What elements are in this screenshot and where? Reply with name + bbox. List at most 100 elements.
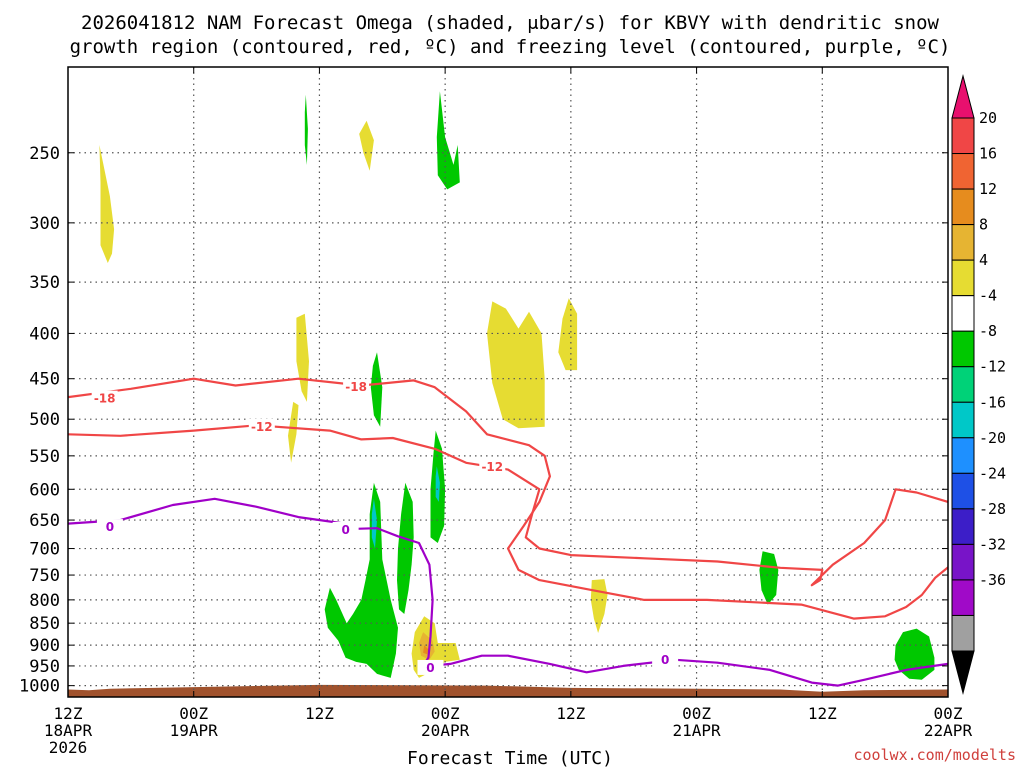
- colorbar-bottom-arrow: [951, 650, 975, 695]
- colorbar-box-2: [951, 188, 975, 226]
- y-tick-label-12: 850: [29, 614, 60, 634]
- colorbar: 20 16 12 8 4 -4 -8 -12 -16 -20 -24 -28 -32 -36: [951, 74, 1006, 695]
- colorbar-label-7: -12: [979, 358, 1006, 376]
- x-tick-label-4-0: 12Z: [556, 704, 585, 723]
- credit-text: coolwx.com/modelts: [853, 746, 1016, 764]
- colorbar-box-13: [951, 579, 975, 616]
- colorbar-label-9: -20: [979, 429, 1006, 447]
- contour-label-2-3: 0: [661, 653, 669, 667]
- contour-label-2-2: 0: [426, 661, 434, 675]
- colorbar-label-3: 8: [979, 216, 988, 234]
- contour-label-2-0: 0: [106, 520, 114, 534]
- omega-region-19: [423, 645, 429, 655]
- y-tick-label-4: 450: [29, 370, 60, 390]
- y-tick-label-2: 350: [29, 273, 60, 293]
- colorbar-label-2: 12: [979, 180, 997, 198]
- contour-line-1: [68, 424, 948, 587]
- colorbar-box-5: [951, 295, 975, 332]
- colorbar-top-arrow: [951, 74, 975, 119]
- omega-region-0: [99, 145, 115, 263]
- contour-label-1-0: -12: [251, 420, 273, 434]
- omega-region-2: [359, 120, 374, 171]
- colorbar-label-8: -16: [979, 393, 1006, 411]
- x-tick-label-5-1: 21APR: [672, 721, 721, 740]
- y-tick-label-11: 800: [29, 591, 60, 611]
- colorbar-box-6: [951, 330, 975, 368]
- x-tick-label-1-1: 19APR: [170, 721, 219, 740]
- omega-region-13: [397, 482, 414, 614]
- y-tick-label-6: 550: [29, 447, 60, 467]
- plot-inner: -18 -18 -12 -12 0 0 0 0: [68, 67, 948, 697]
- y-tick-label-8: 650: [29, 511, 60, 531]
- x-tick-label-0-1: 18APR: [44, 721, 93, 740]
- chart-title-line-2: growth region (contoured, red, ºC) and f…: [70, 36, 951, 58]
- colorbar-box-1: [951, 153, 975, 190]
- colorbar-box-4: [951, 259, 975, 297]
- colorbar-box-11: [951, 508, 975, 545]
- y-tick-label-7: 600: [29, 480, 60, 500]
- colorbar-box-3: [951, 224, 975, 261]
- omega-region-12: [371, 498, 377, 549]
- y-tick-label-1: 300: [29, 214, 60, 234]
- y-tick-label-3: 400: [29, 324, 60, 344]
- contour-label-bg-0-1: [343, 379, 370, 395]
- colorbar-label-10: -24: [979, 464, 1006, 482]
- contour-label-2-1: 0: [341, 523, 349, 537]
- colorbar-label-5: -4: [979, 287, 997, 305]
- y-tick-label-10: 750: [29, 566, 60, 586]
- colorbar-box-14: [951, 614, 975, 652]
- colorbar-box-0: [951, 117, 975, 155]
- chart-title-line-1: 2026041812 NAM Forecast Omega (shaded, μ…: [81, 12, 939, 34]
- contour-label-bg-2-3: [652, 651, 679, 667]
- x-tick-label-2-0: 12Z: [305, 704, 334, 723]
- x-tick-label-7-1: 22APR: [924, 721, 973, 740]
- y-tick-label-15: 1000: [19, 677, 60, 697]
- contour-label-bg-0-0: [91, 390, 118, 406]
- omega-region-10: [435, 466, 440, 502]
- contour-label-bg-2-1: [332, 521, 359, 537]
- colorbar-box-7: [951, 366, 975, 403]
- colorbar-label-1: 16: [979, 145, 997, 163]
- omega-region-14: [759, 551, 779, 605]
- plot-area: -18 -18 -12 -12 0 0 0 0 250 300 350 400 450 500 550 600…: [19, 66, 973, 757]
- colorbar-label-6: -8: [979, 322, 997, 340]
- x-tick-label-0-2: 2026: [49, 738, 88, 757]
- omega-region-1: [304, 94, 308, 165]
- omega-region-11: [324, 482, 398, 678]
- x-axis-label: Forecast Time (UTC): [407, 748, 613, 768]
- omega-region-5: [288, 401, 299, 463]
- colorbar-box-8: [951, 401, 975, 439]
- colorbar-label-0: 20: [979, 109, 997, 127]
- contour-label-bg-2-0: [96, 519, 123, 535]
- colorbar-box-12: [951, 543, 975, 581]
- y-tick-label-13: 900: [29, 636, 60, 656]
- y-tick-label-14: 950: [29, 657, 60, 677]
- y-tick-label-5: 500: [29, 410, 60, 430]
- x-tick-label-3-0: 00Z: [431, 704, 460, 723]
- colorbar-label-11: -28: [979, 500, 1006, 518]
- colorbar-box-10: [951, 472, 975, 510]
- surface-terrain: [68, 684, 948, 697]
- y-tick-label-0: 250: [29, 144, 60, 164]
- colorbar-box-9: [951, 437, 975, 474]
- x-tick-label-6-0: 12Z: [808, 704, 837, 723]
- contour-label-bg-1-1: [479, 458, 506, 474]
- colorbar-label-12: -32: [979, 535, 1006, 553]
- contour-label-0-1: -18: [345, 380, 367, 394]
- y-tick-label-9: 700: [29, 540, 60, 560]
- contour-label-bg-1-0: [248, 418, 275, 434]
- colorbar-label-4: 4: [979, 251, 988, 269]
- x-tick-label-3-1: 20APR: [421, 721, 470, 740]
- omega-region-3: [436, 91, 460, 190]
- colorbar-label-13: -36: [979, 571, 1006, 589]
- contour-label-bg-2-2: [417, 659, 444, 675]
- x-tick-label-0-0: 12Z: [54, 704, 83, 723]
- omega-region-18: [419, 632, 435, 660]
- x-tick-label-1-0: 00Z: [179, 704, 208, 723]
- contour-label-0-0: -18: [94, 392, 116, 406]
- omega-region-7: [558, 298, 578, 371]
- contour-label-1-1: -12: [481, 460, 503, 474]
- x-tick-label-7-0: 00Z: [934, 704, 963, 723]
- plot-frame: [67, 66, 949, 698]
